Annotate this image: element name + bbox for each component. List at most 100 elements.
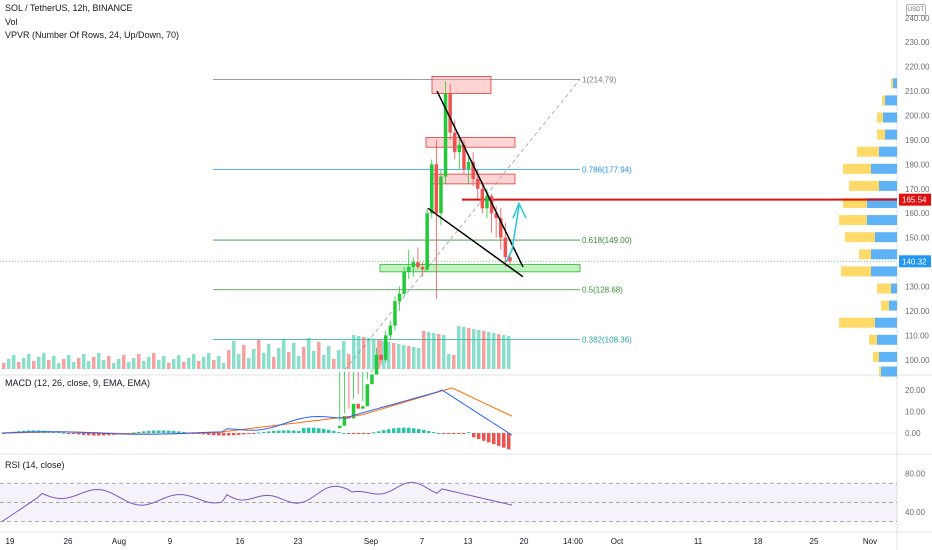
candle-body <box>480 188 485 209</box>
macd-histogram-bar <box>67 433 71 434</box>
volume-bar <box>137 354 141 369</box>
macd-histogram-bar <box>267 431 271 433</box>
candle-body <box>476 179 480 189</box>
macd-histogram-bar <box>347 433 351 434</box>
candle-body <box>448 93 452 133</box>
symbol-title: SOL / TetherUS, 12h, BINANCE <box>5 3 133 13</box>
macd-histogram-bar <box>357 433 361 435</box>
volume-bar <box>222 363 226 369</box>
volume-bar <box>482 331 486 369</box>
candle-body <box>407 266 411 272</box>
volume-bar <box>62 359 66 369</box>
volume-bar <box>32 361 36 369</box>
volume-bar <box>47 360 51 369</box>
volume-bar <box>477 330 481 369</box>
vpvr-bar-up <box>879 351 897 362</box>
volume-bar <box>507 336 511 369</box>
currency-selector[interactable]: USDT <box>906 4 926 16</box>
volume-bar <box>257 340 261 369</box>
vpvr-bar-down <box>839 215 867 226</box>
candle-body <box>384 335 388 360</box>
candle-body <box>471 161 475 180</box>
volume-bar <box>227 350 231 369</box>
volume-bar <box>102 360 106 369</box>
macd-histogram-bar <box>222 433 226 436</box>
volume-bar <box>247 358 251 369</box>
volume-bar <box>412 347 416 369</box>
fib-level-label: 0.382(108.36) <box>582 335 632 344</box>
volume-bar <box>242 345 246 369</box>
rsi-tick-label: 80.00 <box>905 470 926 479</box>
macd-histogram-bar <box>292 430 296 433</box>
volume-bar <box>132 358 136 369</box>
macd-histogram-bar <box>247 433 251 434</box>
candle-body <box>503 237 508 258</box>
volume-bar <box>317 342 321 369</box>
time-axis-label: 23 <box>294 537 303 546</box>
vpvr-bar-down <box>877 129 885 140</box>
macd-histogram-bar <box>407 427 411 433</box>
macd-tick-label: 0.00 <box>905 429 921 438</box>
vpvr-bar-down <box>849 180 879 191</box>
volume-bar <box>282 339 286 369</box>
macd-histogram-bar <box>212 433 216 436</box>
candle-body <box>379 354 383 360</box>
macd-histogram-bar <box>257 432 261 434</box>
price-tick-label: 150.00 <box>905 234 930 243</box>
candle-body <box>365 384 370 407</box>
macd-histogram-bar <box>417 429 421 433</box>
volume-bar <box>262 353 266 369</box>
candle-body <box>402 271 406 294</box>
macd-histogram-bar <box>167 430 171 433</box>
volume-bar <box>422 331 426 369</box>
volume-bar <box>217 356 221 369</box>
macd-histogram-bar <box>427 431 431 433</box>
projection-arrow <box>505 205 520 263</box>
volume-bar <box>372 339 376 369</box>
macd-histogram-bar <box>447 433 451 435</box>
fib-trend-line <box>344 79 581 370</box>
vpvr-bar-up <box>871 266 897 277</box>
vpvr-bar-down <box>891 78 893 89</box>
current-price-badge-bg <box>899 255 931 268</box>
time-axis-label: Oct <box>611 537 624 546</box>
volume-bar <box>237 354 241 369</box>
candle-body <box>342 415 347 426</box>
rsi-tick-label: 40.00 <box>905 508 926 517</box>
macd-histogram-bar <box>242 433 246 435</box>
fib-level-label: 0.786(177.94) <box>582 165 632 174</box>
macd-histogram-bar <box>497 433 501 446</box>
macd-histogram-bar <box>272 430 276 433</box>
candle-body <box>338 425 342 429</box>
resistance-price-badge-bg <box>899 193 931 206</box>
macd-histogram-bar <box>437 432 441 434</box>
macd-histogram-bar <box>372 432 376 434</box>
macd-histogram-bar <box>462 433 466 434</box>
volume-bar <box>2 363 6 369</box>
macd-histogram-bar <box>277 430 281 433</box>
price-tick-label: 220.00 <box>905 63 930 72</box>
volume-bar <box>147 357 151 369</box>
volume-bar <box>127 362 131 369</box>
macd-histogram-bar <box>467 432 471 434</box>
vpvr-bar-down <box>879 366 881 377</box>
price-tick-label: 180.00 <box>905 160 930 169</box>
macd-histogram-bar <box>147 430 151 433</box>
volume-bar <box>167 363 171 369</box>
volume-bar <box>182 362 186 369</box>
macd-histogram-bar <box>342 432 346 434</box>
candle-body <box>443 93 448 177</box>
macd-histogram-bar <box>227 433 231 436</box>
volume-bar <box>367 338 371 369</box>
macd-histogram-bar <box>362 433 366 434</box>
volume-bar <box>302 347 306 369</box>
vpvr-bar-down <box>841 266 871 277</box>
candle-body <box>416 262 420 267</box>
volume-bar <box>232 341 236 369</box>
vpvr-bar-up <box>879 180 897 191</box>
vpvr-bar-up <box>893 78 897 89</box>
candle-body <box>439 176 443 214</box>
macd-histogram-bar <box>177 431 181 433</box>
macd-histogram-bar <box>402 427 406 433</box>
